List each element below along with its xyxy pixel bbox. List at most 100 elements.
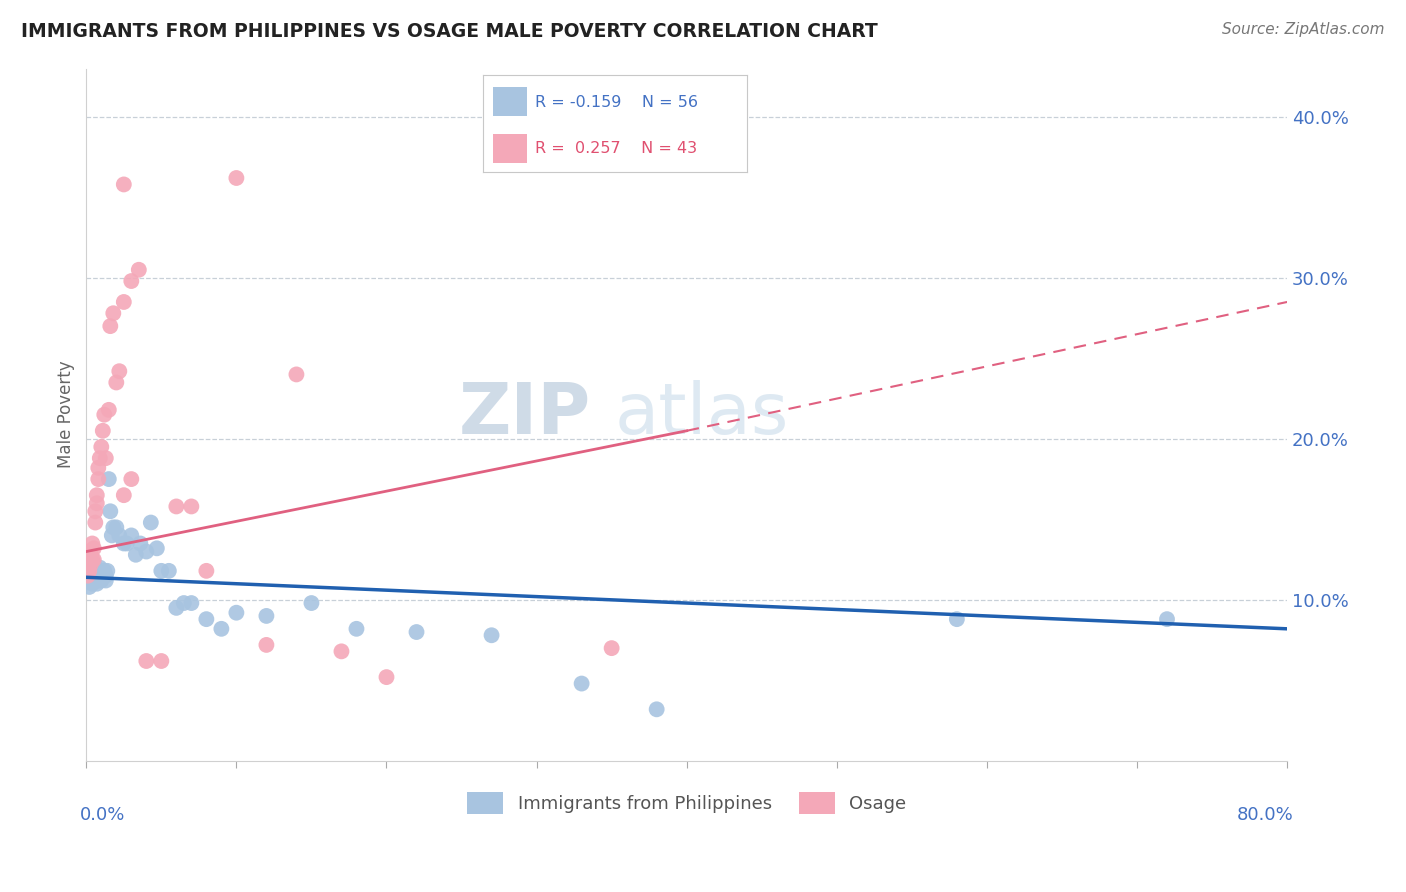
Point: [79, 544, 101, 558]
Point: [84, 564, 107, 578]
Point: [90, 574, 112, 588]
Point: [150, 654, 173, 668]
Point: [165, 500, 187, 514]
Point: [79, 580, 101, 594]
Point: [120, 472, 142, 486]
Point: [225, 606, 247, 620]
Point: [86, 568, 108, 582]
Point: [180, 500, 202, 514]
Point: [98, 319, 121, 334]
Point: [86, 576, 108, 591]
Point: [80, 568, 103, 582]
Text: 0.0%: 0.0%: [80, 805, 125, 824]
Point: [87, 574, 110, 588]
Point: [94, 574, 117, 588]
Point: [571, 676, 593, 690]
Point: [80, 548, 103, 562]
Point: [225, 171, 247, 186]
Point: [89, 560, 111, 574]
Point: [83, 558, 105, 572]
Point: [254, 638, 277, 652]
Point: [481, 628, 503, 642]
Point: [84, 516, 107, 530]
Point: [195, 564, 218, 578]
Point: [173, 596, 195, 610]
Point: [82, 536, 104, 550]
Point: [128, 262, 150, 277]
Point: [600, 641, 623, 656]
Point: [645, 702, 668, 716]
Point: [165, 600, 187, 615]
Point: [86, 496, 108, 510]
Point: [254, 609, 277, 624]
Point: [150, 564, 173, 578]
Point: [79, 552, 101, 566]
Point: [112, 178, 135, 192]
Point: [89, 451, 111, 466]
Text: 80.0%: 80.0%: [1236, 805, 1294, 824]
Point: [97, 402, 120, 417]
Point: [83, 541, 105, 556]
Point: [108, 364, 131, 378]
Point: [90, 564, 112, 578]
Point: [94, 568, 117, 582]
Point: [83, 568, 105, 582]
Point: [101, 528, 124, 542]
Point: [405, 625, 427, 640]
Point: [87, 460, 110, 475]
Point: [135, 544, 157, 558]
Point: [125, 548, 148, 562]
Point: [90, 440, 112, 454]
Text: atlas: atlas: [614, 380, 789, 450]
Point: [82, 564, 104, 578]
Point: [330, 644, 353, 658]
Point: [301, 596, 323, 610]
Point: [135, 654, 157, 668]
Point: [93, 408, 115, 422]
Point: [76, 560, 98, 574]
Point: [108, 528, 131, 542]
Point: [87, 472, 110, 486]
Point: [98, 504, 121, 518]
Point: [139, 516, 162, 530]
Point: [80, 560, 103, 574]
Point: [79, 564, 101, 578]
Point: [120, 274, 142, 288]
Point: [87, 564, 110, 578]
Text: IMMIGRANTS FROM PHILIPPINES VS OSAGE MALE POVERTY CORRELATION CHART: IMMIGRANTS FROM PHILIPPINES VS OSAGE MAL…: [21, 22, 877, 41]
Point: [115, 536, 138, 550]
Point: [94, 451, 117, 466]
Point: [105, 376, 128, 390]
Point: [209, 622, 232, 636]
Text: ZIP: ZIP: [458, 380, 591, 450]
Text: Source: ZipAtlas.com: Source: ZipAtlas.com: [1222, 22, 1385, 37]
Point: [157, 564, 180, 578]
Point: [91, 424, 114, 438]
Legend: Immigrants from Philippines, Osage: Immigrants from Philippines, Osage: [460, 785, 914, 821]
Point: [103, 306, 125, 320]
Point: [112, 295, 135, 310]
Point: [96, 564, 118, 578]
Point: [285, 368, 308, 382]
Point: [105, 520, 128, 534]
Point: [129, 536, 152, 550]
Point: [103, 520, 125, 534]
Point: [93, 564, 115, 578]
Point: [83, 552, 105, 566]
Point: [76, 564, 98, 578]
Point: [146, 541, 169, 556]
Point: [86, 488, 108, 502]
Point: [1156, 612, 1178, 626]
Point: [89, 568, 111, 582]
Point: [91, 568, 114, 582]
Point: [195, 612, 218, 626]
Point: [76, 568, 98, 582]
Point: [946, 612, 969, 626]
Y-axis label: Male Poverty: Male Poverty: [58, 361, 75, 468]
Point: [84, 574, 107, 588]
Point: [180, 596, 202, 610]
Point: [120, 528, 142, 542]
Point: [76, 574, 98, 588]
Point: [112, 488, 135, 502]
Point: [375, 670, 398, 684]
